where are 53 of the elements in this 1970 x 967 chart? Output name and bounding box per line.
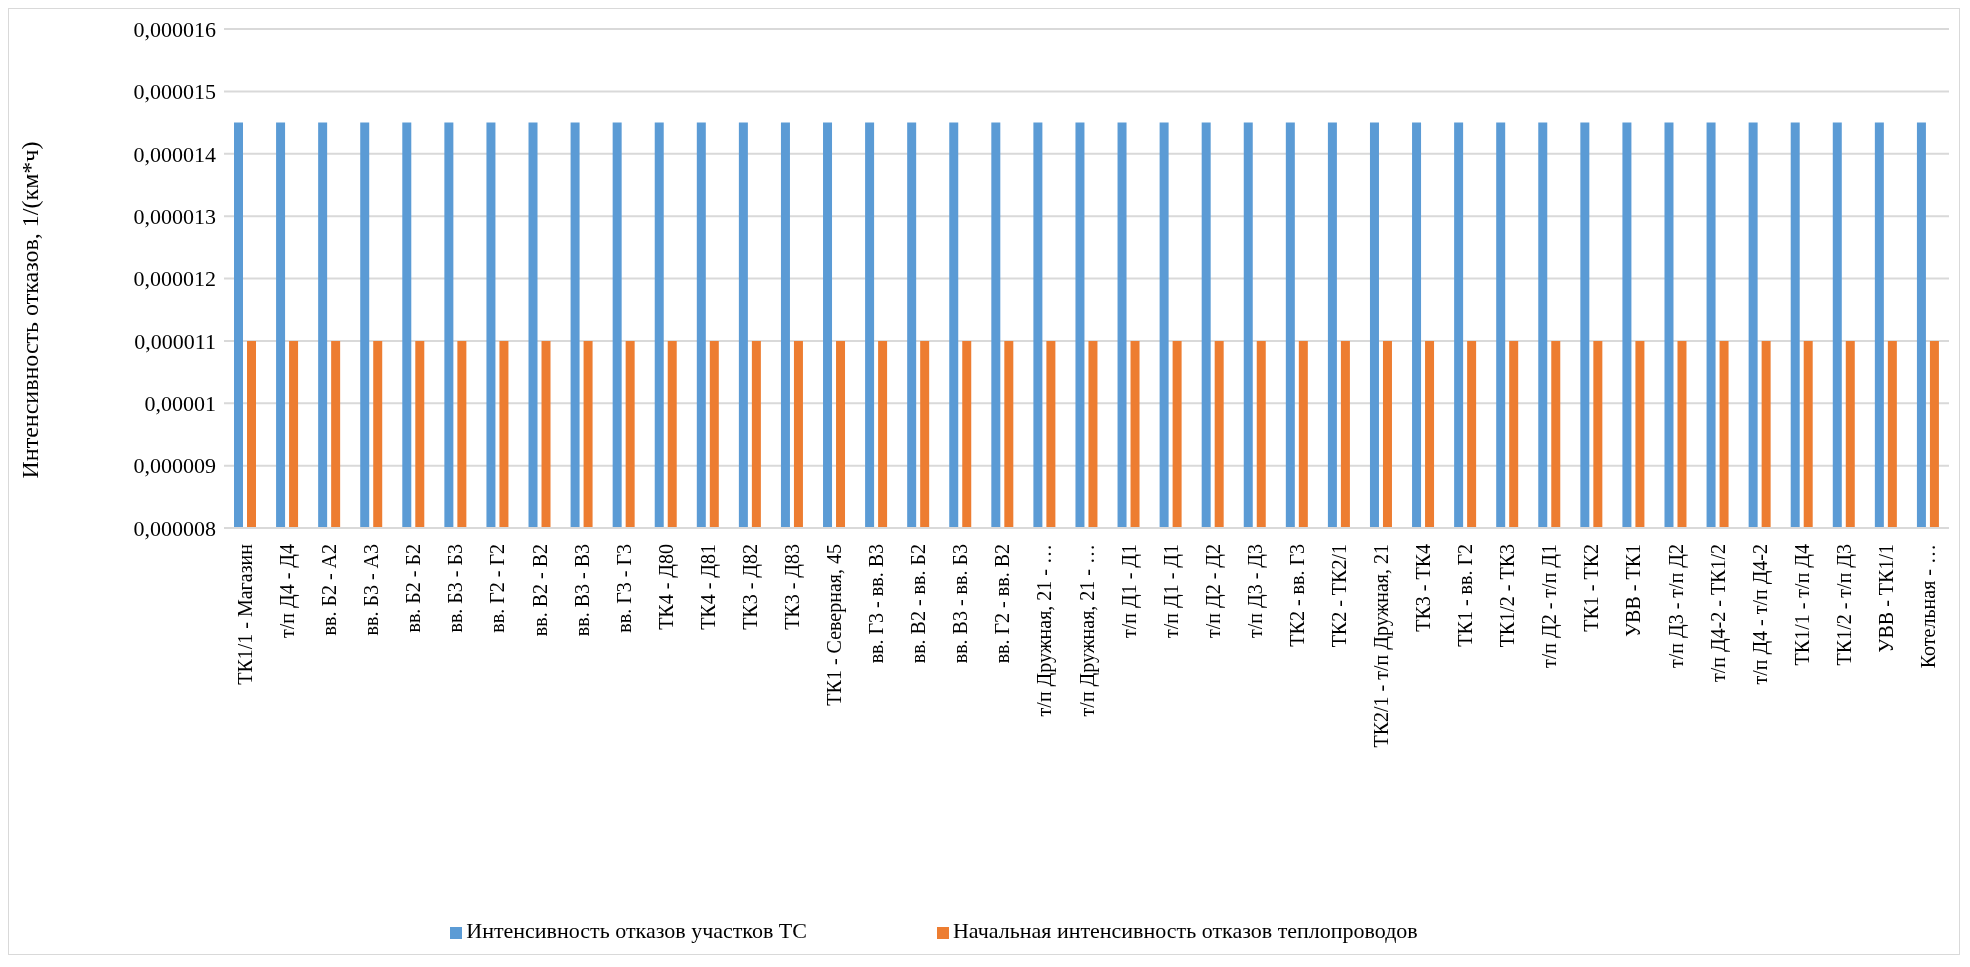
y-tick-label: 0,000014 xyxy=(133,141,216,167)
y-axis-title: Интенсивность отказов, 1/(км*ч) xyxy=(16,141,43,479)
x-tick-label: вв. Г2 - Г2 xyxy=(486,544,509,633)
x-tick-label: ТК1 - Северная, 45 xyxy=(823,544,847,706)
y-tick-label: 0,000009 xyxy=(133,453,216,479)
x-tick-label: вв. В2 - вв. Б2 xyxy=(907,544,930,664)
x-tick-label: вв. В2 - В2 xyxy=(528,544,551,637)
x-tick-label: т/п Д2 - Д2 xyxy=(1201,544,1225,638)
x-tick-label: ТК1/2 - т/п Д3 xyxy=(1832,544,1856,666)
x-tick-label: Котельная - … xyxy=(1916,544,1939,669)
x-tick-label: т/п Д2 - т/п Д1 xyxy=(1538,544,1562,668)
y-tick-label: 0,000012 xyxy=(133,266,216,292)
x-tick-label: т/п Д4-2 - ТК1/2 xyxy=(1706,544,1730,683)
x-tick-label: УВВ - ТК1 xyxy=(1622,544,1645,638)
x-tick-label: ТК1 - ТК2 xyxy=(1580,544,1603,632)
x-tick-label: УВВ - ТК1/1 xyxy=(1874,544,1897,653)
x-tick-label: ТК2 - вв. Г3 xyxy=(1285,544,1308,647)
y-tick-label: 0,00001 xyxy=(144,391,216,417)
x-tick-label: ТК3 - Д83 xyxy=(780,544,804,630)
x-tick-label: ТК1/1 - Магазин xyxy=(234,543,257,685)
y-tick-label: 0,000008 xyxy=(133,515,216,541)
x-tick-label: вв. Б3 - А3 xyxy=(360,544,383,636)
x-tick-label: вв. В3 - В3 xyxy=(570,544,593,637)
x-tick-label: ТК3 - Д82 xyxy=(738,544,762,630)
y-tick-label: 0,000016 xyxy=(133,16,216,42)
x-tick-label: ТК4 - Д80 xyxy=(654,544,678,630)
x-tick-label: вв. Б2 - А2 xyxy=(318,544,341,636)
legend-label: Начальная интенсивность отказов теплопроводов xyxy=(952,918,1418,943)
x-tick-label: вв. Б3 - Б3 xyxy=(444,544,467,633)
x-tick-label: вв. Г3 - вв. В3 xyxy=(865,544,888,664)
y-tick-label: 0,000013 xyxy=(133,203,216,229)
x-tick-label: ТК3 - ТК4 xyxy=(1412,544,1435,632)
x-tick-label: ТК1/2 - ТК3 xyxy=(1496,544,1519,648)
x-tick-label: т/п Дружная, 21 - … xyxy=(1033,544,1057,717)
x-tick-label: ТК2/1 - т/п Дружная, 21 xyxy=(1370,544,1394,748)
x-tick-label: т/п Д1 - Д1 xyxy=(1159,544,1183,638)
x-tick-label: т/п Д4 - Д4 xyxy=(276,544,300,638)
x-tick-label: т/п Д3 - Д3 xyxy=(1243,544,1267,638)
x-tick-label: т/п Д3 - т/п Д2 xyxy=(1664,544,1688,668)
x-tick-label: ТК4 - Д81 xyxy=(696,544,720,630)
x-tick-label: т/п Дружная, 21 - … xyxy=(1075,544,1099,717)
y-tick-label: 0,000015 xyxy=(133,79,216,105)
x-tick-label: вв. Б2 - Б2 xyxy=(402,544,425,633)
x-tick-label: ТК2 - ТК2/1 xyxy=(1327,544,1350,648)
x-tick-label: вв. Г2 - вв. В2 xyxy=(991,544,1014,664)
x-tick-label: ТК1/1 - т/п Д4 xyxy=(1790,544,1814,666)
x-tick-label: вв. Г3 - Г3 xyxy=(612,544,635,633)
legend-label: Интенсивность отказов участков ТС xyxy=(466,918,807,943)
x-tick-label: ТК1 - вв. Г2 xyxy=(1454,544,1477,647)
y-tick-label: 0,000011 xyxy=(134,328,216,354)
x-tick-label: т/п Д4 - т/п Д4-2 xyxy=(1748,544,1772,685)
x-tick-label: т/п Д1 - Д1 xyxy=(1117,544,1141,638)
x-tick-label: вв. В3 - вв. Б3 xyxy=(949,544,972,664)
